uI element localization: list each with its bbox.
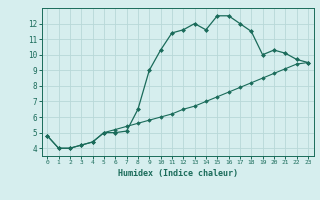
X-axis label: Humidex (Indice chaleur): Humidex (Indice chaleur) bbox=[118, 169, 237, 178]
